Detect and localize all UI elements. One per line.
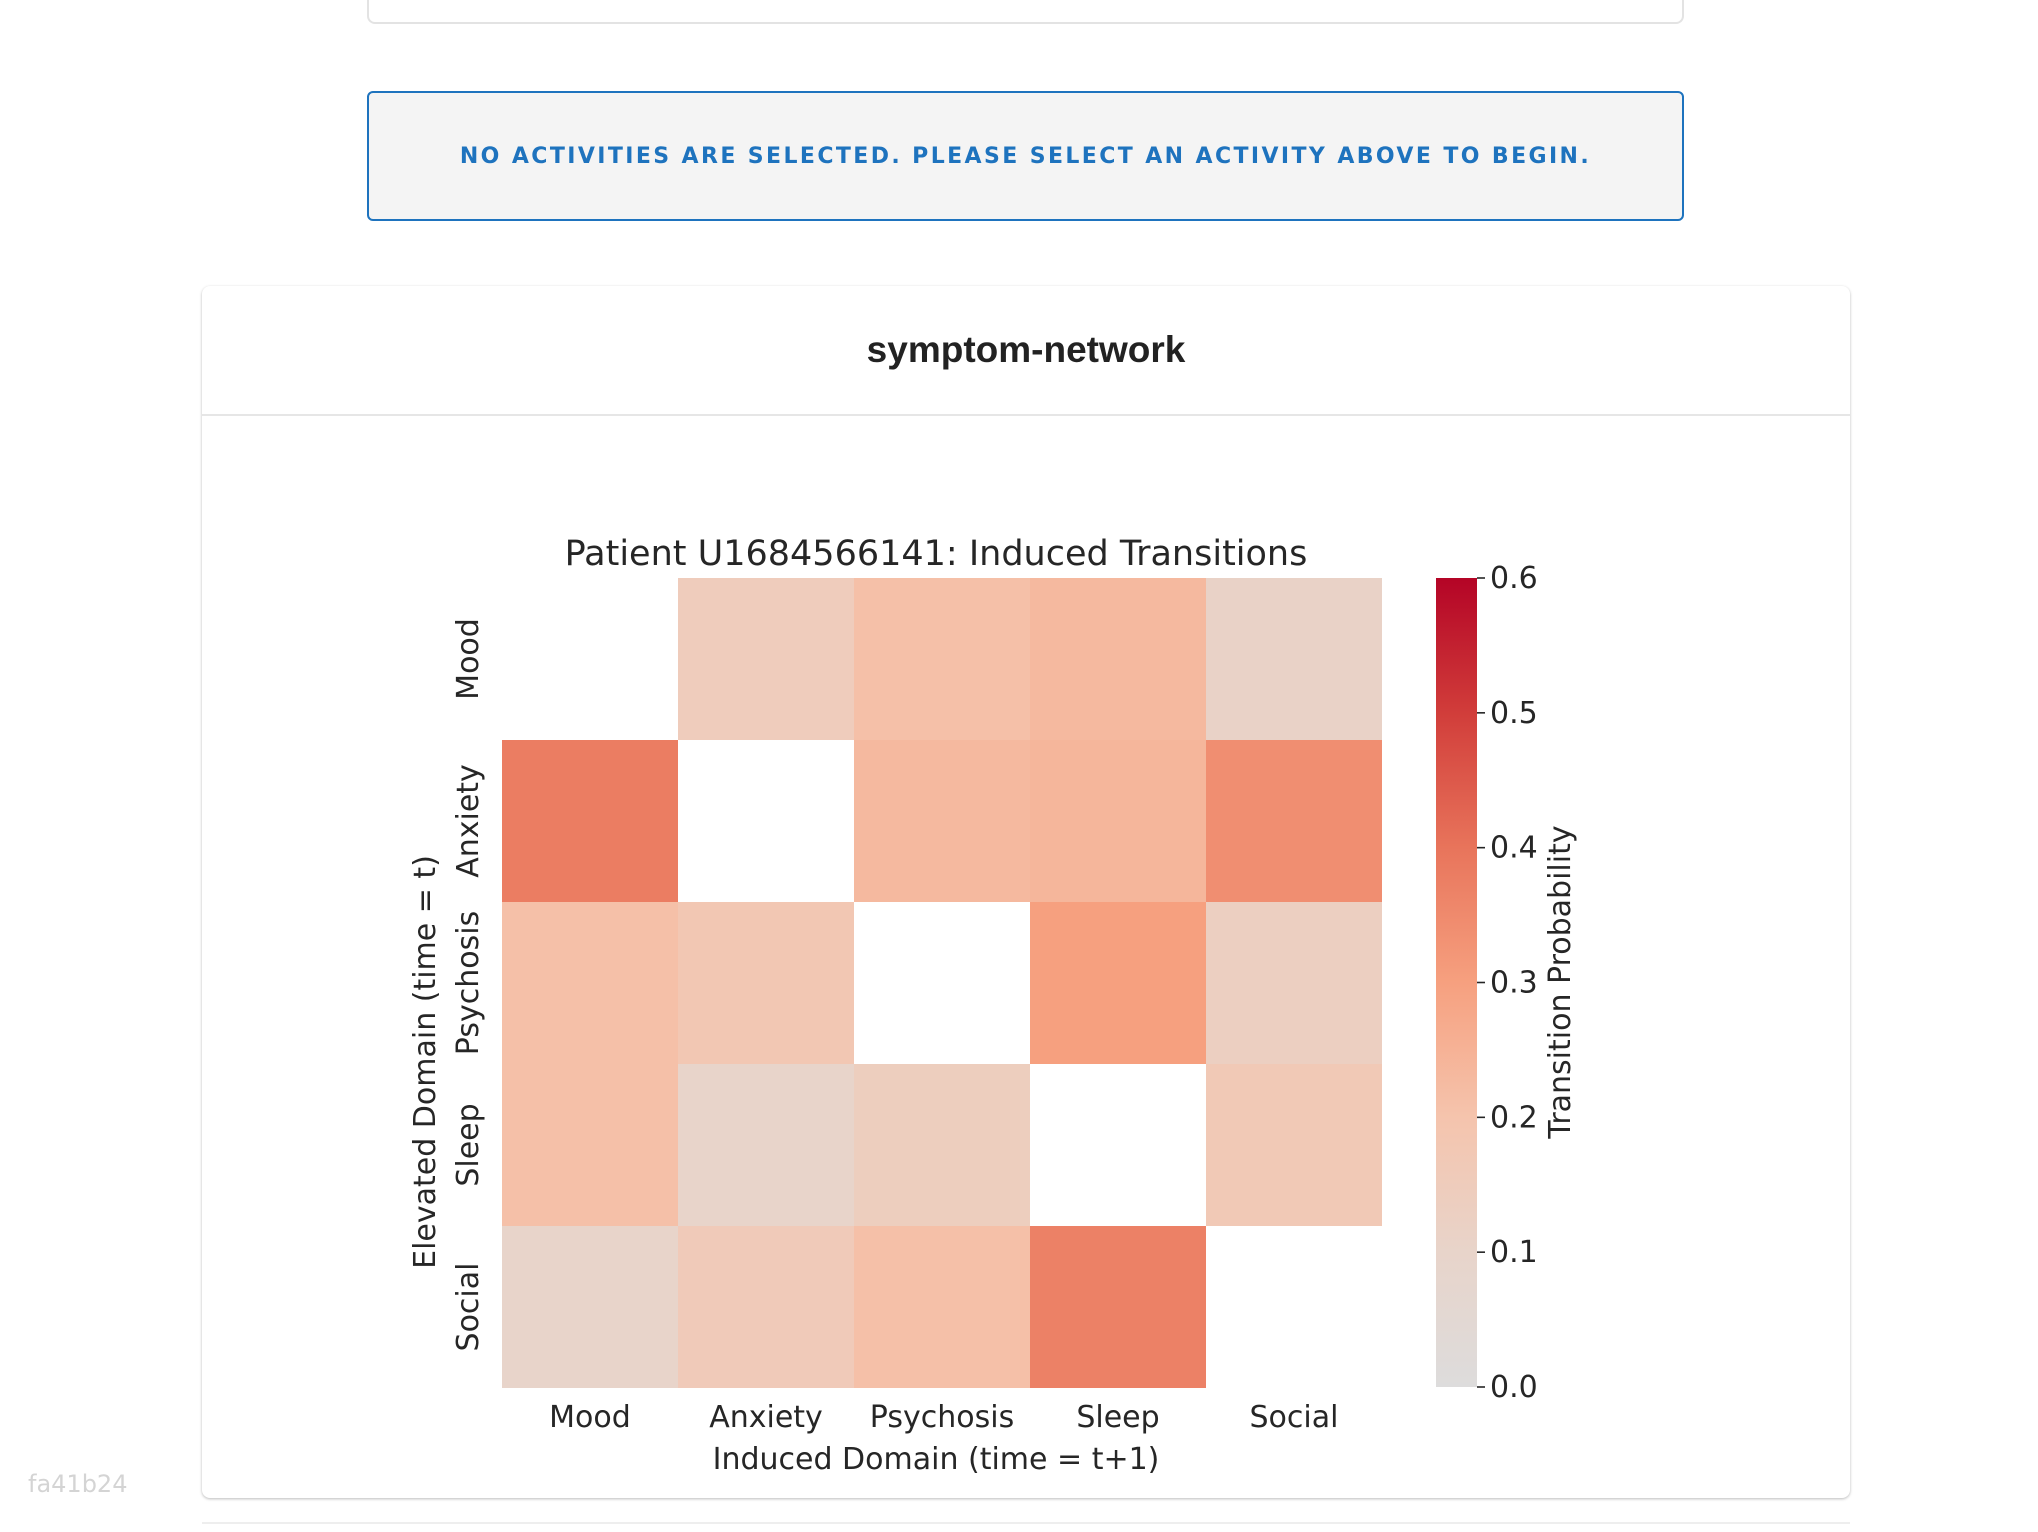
colorbar-tick-label: 0.6	[1490, 561, 1538, 596]
y-tick-social: Social	[451, 1263, 486, 1352]
card-header: symptom-network	[202, 286, 1850, 416]
y-tick-psychosis: Psychosis	[451, 911, 486, 1055]
x-axis-label: Induced Domain (time = t+1)	[713, 1442, 1160, 1477]
heatmap-cell-social-sleep	[1030, 1226, 1206, 1388]
heatmap-cell-social-psychosis	[854, 1226, 1030, 1388]
colorbar-tick-label: 0.5	[1490, 696, 1538, 731]
y-tick-mood: Mood	[451, 618, 486, 700]
previous-card-bottom	[367, 0, 1684, 24]
heatmap-cell-social-anxiety	[678, 1226, 854, 1388]
x-tick-sleep: Sleep	[1076, 1400, 1159, 1435]
x-tick-labels: Mood Anxiety Psychosis Sleep Social	[549, 1400, 1338, 1435]
heatmap-cell-sleep-mood	[502, 1064, 678, 1226]
no-activity-notice: NO ACTIVITIES ARE SELECTED. PLEASE SELEC…	[367, 91, 1684, 221]
card-title: symptom-network	[866, 329, 1186, 370]
version-watermark: fa41b24	[28, 1470, 128, 1498]
colorbar-tick-label: 0.3	[1490, 966, 1538, 1001]
heatmap-cell-psychosis-mood	[502, 902, 678, 1064]
heatmap-cell-psychosis-anxiety	[678, 902, 854, 1064]
heatmap-cell-anxiety-social	[1206, 740, 1382, 902]
x-tick-psychosis: Psychosis	[870, 1400, 1014, 1435]
heatmap-cell-psychosis-social	[1206, 902, 1382, 1064]
x-tick-social: Social	[1250, 1400, 1339, 1435]
colorbar-tick-label: 0.2	[1490, 1100, 1538, 1135]
y-axis-label: Elevated Domain (time = t)	[408, 855, 443, 1269]
notice-text: NO ACTIVITIES ARE SELECTED. PLEASE SELEC…	[459, 143, 1592, 169]
heatmap-cell-social-mood	[502, 1226, 678, 1388]
heatmap-cells	[502, 578, 1382, 1388]
colorbar-tick-label: 0.0	[1490, 1370, 1538, 1405]
next-card-edge	[202, 1522, 1850, 1532]
heatmap-cell-mood-social	[1206, 578, 1382, 740]
heatmap-cell-anxiety-mood	[502, 740, 678, 902]
heatmap-cell-mood-anxiety	[678, 578, 854, 740]
colorbar-tick-label: 0.4	[1490, 831, 1538, 866]
y-tick-labels: Mood Anxiety Psychosis Sleep Social	[451, 618, 486, 1351]
colorbar-tick-label: 0.1	[1490, 1235, 1538, 1270]
heatmap-cell-psychosis-sleep	[1030, 902, 1206, 1064]
symptom-network-card: symptom-network Mood Anxiety Psychosis Slee…	[202, 286, 1850, 1498]
heatmap-chart: Mood Anxiety Psychosis Sleep Social Mood Anxi…	[408, 534, 1578, 1477]
y-tick-sleep: Sleep	[451, 1103, 486, 1186]
colorbar	[1436, 578, 1477, 1387]
heatmap-cell-sleep-anxiety	[678, 1064, 854, 1226]
heatmap-cell-anxiety-sleep	[1030, 740, 1206, 902]
heatmap-cell-anxiety-psychosis	[854, 740, 1030, 902]
colorbar-label: Transition Probability	[1543, 825, 1578, 1139]
x-tick-anxiety: Anxiety	[709, 1400, 823, 1435]
y-tick-anxiety: Anxiety	[451, 764, 486, 878]
heatmap-cell-sleep-psychosis	[854, 1064, 1030, 1226]
chart-title: Patient U1684566141: Induced Transitions	[565, 534, 1308, 574]
heatmap-cell-sleep-social	[1206, 1064, 1382, 1226]
x-tick-mood: Mood	[549, 1400, 631, 1435]
colorbar-ticks: 0.0 0.1 0.2 0.3 0.4 0.5 0.6	[1477, 561, 1538, 1405]
heatmap-cell-mood-psychosis	[854, 578, 1030, 740]
heatmap-cell-mood-sleep	[1030, 578, 1206, 740]
